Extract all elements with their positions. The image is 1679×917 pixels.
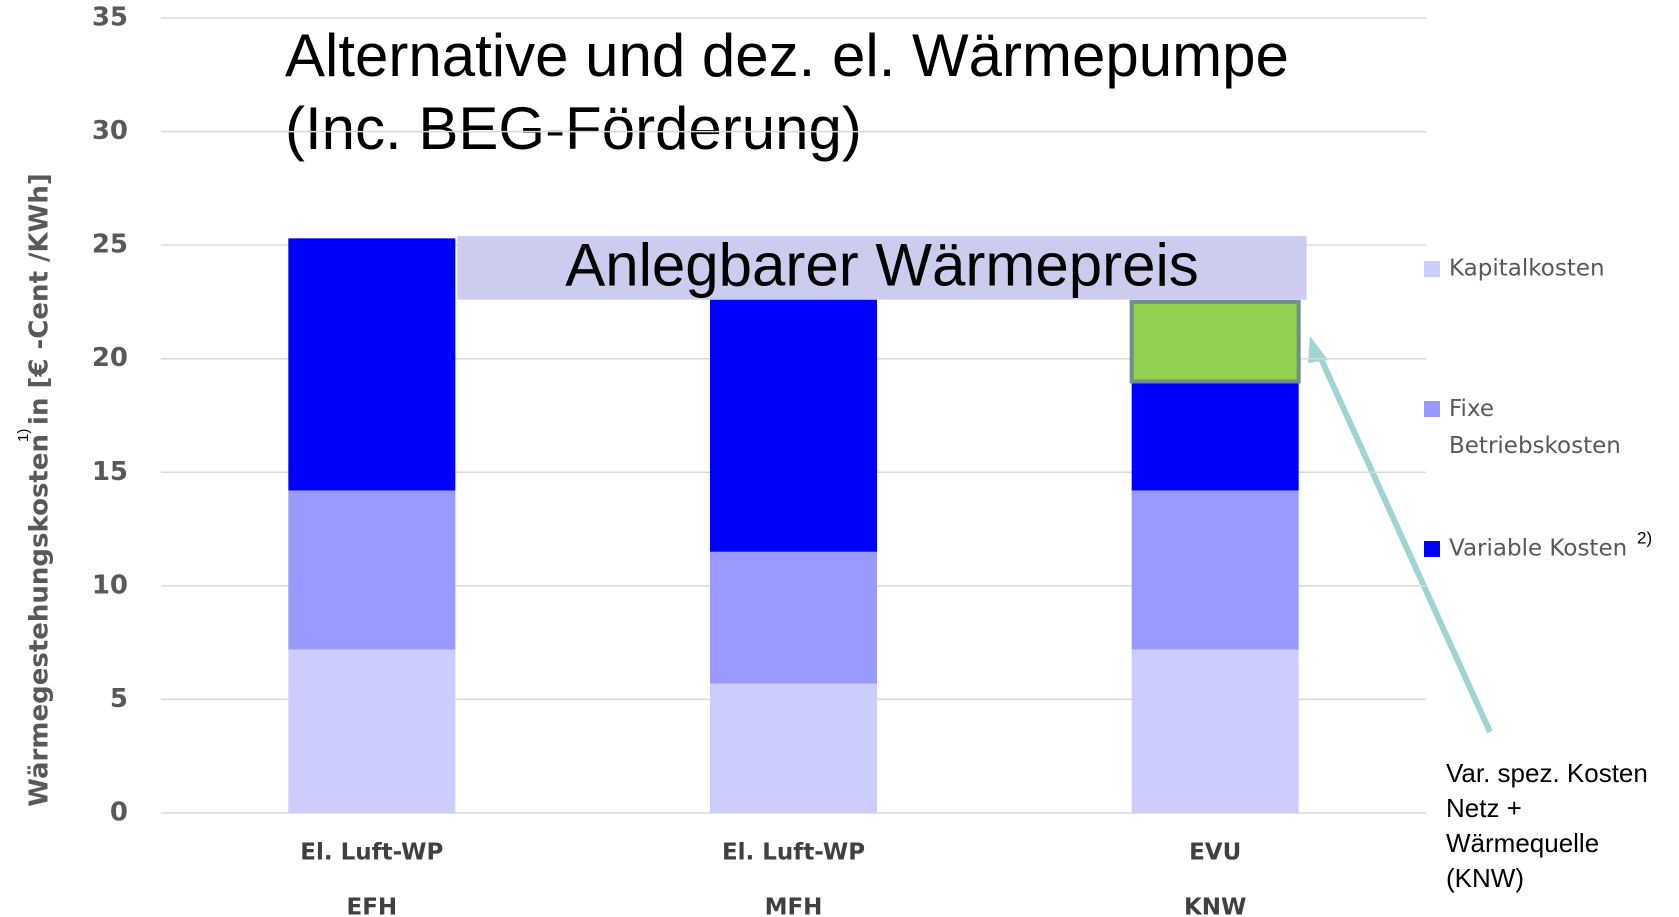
- bar-segment: [710, 551, 877, 684]
- y-tick-label: 0: [110, 798, 128, 828]
- annotation: Netz +: [1446, 793, 1522, 823]
- annotation: (KNW): [1446, 863, 1524, 893]
- x-tick-label: EVU: [1189, 840, 1241, 866]
- y-tick-label: 25: [92, 230, 128, 260]
- y-tick-label: 20: [92, 343, 128, 373]
- y-tick-label: 30: [92, 116, 128, 146]
- y-axis-title-group: Wärmegestehungskosten in [€ -Cent /KWh] …: [15, 173, 55, 807]
- y-axis-note: 1): [15, 429, 32, 442]
- legend-line: Betriebskosten: [1449, 433, 1621, 459]
- legend-label: Kapitalkosten: [1449, 256, 1605, 282]
- legend-swatch: [1424, 541, 1440, 557]
- chart-title: Alternative und dez. el. Wärmepumpe: [285, 22, 1289, 89]
- arrow-head: [1308, 336, 1328, 363]
- bar-segment: [710, 299, 877, 552]
- legend-note: 2): [1637, 528, 1652, 547]
- x-tick-sublabel: KNW: [1184, 895, 1246, 917]
- x-tick-label: El. Luft-WP: [722, 840, 865, 866]
- y-tick-label: 35: [92, 3, 128, 33]
- x-tick-sublabel: MFH: [765, 895, 823, 917]
- annotation: Var. spez. Kosten: [1446, 758, 1648, 788]
- y-tick-label: 15: [92, 457, 128, 487]
- bar-segment: [288, 238, 456, 491]
- annotation-arrow: [1315, 350, 1493, 734]
- y-tick-label: 5: [110, 684, 128, 714]
- bar-segment: [288, 649, 456, 813]
- bar-segment: [1131, 490, 1299, 650]
- bar-segment: [1131, 649, 1299, 813]
- bar-segment: [288, 490, 456, 650]
- chart-title: (Inc. BEG-Förderung): [285, 95, 862, 162]
- y-axis-title: Wärmegestehungskosten in [€ -Cent /KWh]: [25, 173, 55, 807]
- legend-label: Variable Kosten: [1449, 536, 1627, 562]
- band-label: Anlegbarer Wärmepreis: [565, 232, 1199, 299]
- x-tick-sublabel: EFH: [346, 895, 397, 917]
- legend-swatch: [1424, 401, 1440, 417]
- legend-line: Fixe: [1449, 396, 1494, 422]
- highlight-segment: [1129, 299, 1301, 384]
- bar-segment: [1131, 381, 1299, 491]
- bar-segment: [710, 683, 877, 813]
- legend-swatch: [1424, 261, 1440, 277]
- x-tick-label: El. Luft-WP: [300, 840, 443, 866]
- price-band: [457, 236, 1307, 300]
- legend-label: Fixe Betriebskosten: [1449, 396, 1621, 459]
- annotation: Wärmequelle: [1446, 828, 1599, 858]
- y-tick-label: 10: [92, 570, 128, 600]
